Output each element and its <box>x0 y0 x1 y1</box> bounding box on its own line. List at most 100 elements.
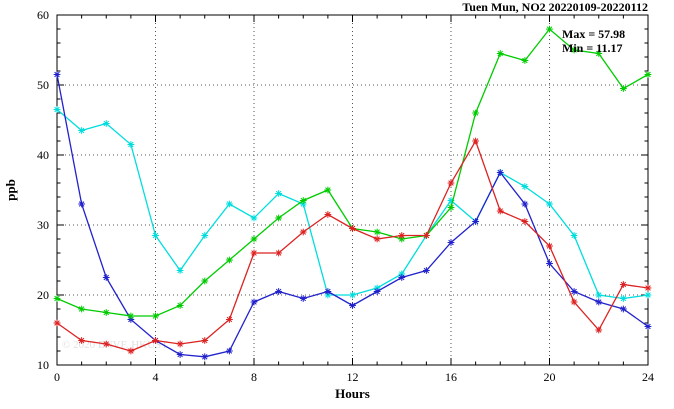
data-point-marker <box>127 141 135 148</box>
data-point-marker <box>78 127 86 134</box>
data-point-marker <box>546 260 553 267</box>
data-point-marker <box>496 169 504 176</box>
data-point-marker <box>176 267 184 274</box>
data-point-marker <box>398 232 406 239</box>
data-point-marker <box>225 316 233 323</box>
data-point-marker <box>250 214 258 222</box>
data-point-marker <box>176 351 184 358</box>
x-tick-label: 16 <box>445 370 457 384</box>
data-point-marker <box>349 225 356 232</box>
data-point-marker <box>595 291 603 299</box>
data-point-marker <box>521 183 529 190</box>
data-point-marker <box>570 298 578 306</box>
y-tick-label: 10 <box>37 358 49 372</box>
data-point-marker <box>201 337 209 344</box>
data-point-marker <box>152 232 159 239</box>
data-point-marker <box>644 291 652 299</box>
data-point-marker <box>127 316 135 323</box>
data-point-marker <box>102 309 110 316</box>
data-point-marker <box>201 277 209 285</box>
data-point-marker <box>250 249 258 257</box>
data-point-marker <box>176 340 184 348</box>
data-point-marker <box>299 197 307 204</box>
data-point-marker <box>447 179 455 187</box>
data-point-marker <box>275 190 283 197</box>
data-point-marker <box>53 106 61 113</box>
chart-title: Tuen Mun, NO2 20220109-20220112 <box>462 0 648 14</box>
annotation-min: Min = 11.17 <box>562 41 623 55</box>
data-point-marker <box>619 295 627 302</box>
x-tick-label: 4 <box>153 370 159 384</box>
x-axis-label: Hours <box>335 386 370 401</box>
data-point-marker <box>619 85 627 92</box>
data-point-marker <box>570 288 578 295</box>
data-point-marker <box>275 288 283 295</box>
data-point-marker <box>595 50 603 57</box>
x-tick-label: 12 <box>347 370 359 384</box>
data-point-marker <box>570 232 578 239</box>
data-point-marker <box>102 120 110 127</box>
data-point-marker <box>644 323 652 330</box>
data-point-marker <box>53 295 61 302</box>
x-tick-label: 20 <box>544 370 556 384</box>
data-point-marker <box>373 228 381 236</box>
data-point-marker <box>619 281 627 288</box>
data-point-marker <box>324 291 332 299</box>
data-point-marker <box>299 295 307 302</box>
y-axis-label: ppb <box>3 179 18 201</box>
data-point-marker <box>644 284 652 292</box>
data-point-marker <box>472 109 480 117</box>
data-point-marker <box>521 57 529 64</box>
data-point-marker <box>324 288 332 295</box>
data-point-marker <box>398 235 406 243</box>
x-tick-label: 0 <box>54 370 60 384</box>
data-point-marker <box>78 337 86 344</box>
data-point-marker <box>595 326 603 334</box>
data-point-marker <box>546 200 553 208</box>
data-point-marker <box>201 232 209 239</box>
y-tick-label: 60 <box>37 8 49 22</box>
data-point-marker <box>546 25 553 33</box>
data-point-marker <box>373 284 381 292</box>
data-point-marker <box>472 218 480 225</box>
data-point-marker <box>349 291 356 299</box>
data-point-marker <box>176 302 184 309</box>
data-point-marker <box>152 337 159 344</box>
data-point-marker <box>521 200 529 208</box>
data-point-marker <box>447 197 455 204</box>
data-point-marker <box>496 207 504 215</box>
data-point-marker <box>472 137 480 145</box>
data-point-marker <box>152 312 159 320</box>
data-point-marker <box>127 347 135 355</box>
data-point-marker <box>496 50 504 57</box>
data-point-marker <box>127 312 135 320</box>
data-point-marker <box>398 274 406 281</box>
data-point-marker <box>250 235 258 243</box>
annotation-max: Max = 57.98 <box>562 27 625 41</box>
data-point-marker <box>521 218 529 225</box>
data-point-marker <box>299 200 307 208</box>
data-point-marker <box>275 214 283 222</box>
data-point-marker <box>546 242 553 250</box>
data-point-marker <box>570 46 578 54</box>
data-point-marker <box>349 302 356 309</box>
y-tick-label: 50 <box>37 78 49 92</box>
data-point-marker <box>225 256 233 264</box>
data-point-marker <box>78 200 86 208</box>
data-point-marker <box>299 228 307 236</box>
data-point-marker <box>225 347 233 355</box>
data-point-marker <box>201 353 209 361</box>
data-point-marker <box>447 239 455 246</box>
data-point-marker <box>275 249 283 257</box>
data-point-marker <box>644 71 652 78</box>
data-point-marker <box>53 319 61 327</box>
data-point-marker <box>422 232 430 239</box>
data-point-marker <box>373 235 381 243</box>
data-point-marker <box>373 288 381 295</box>
data-point-marker <box>78 305 86 313</box>
data-point-marker <box>398 270 406 278</box>
data-point-marker <box>53 71 61 78</box>
y-tick-label: 30 <box>37 218 49 232</box>
data-point-marker <box>324 211 332 218</box>
